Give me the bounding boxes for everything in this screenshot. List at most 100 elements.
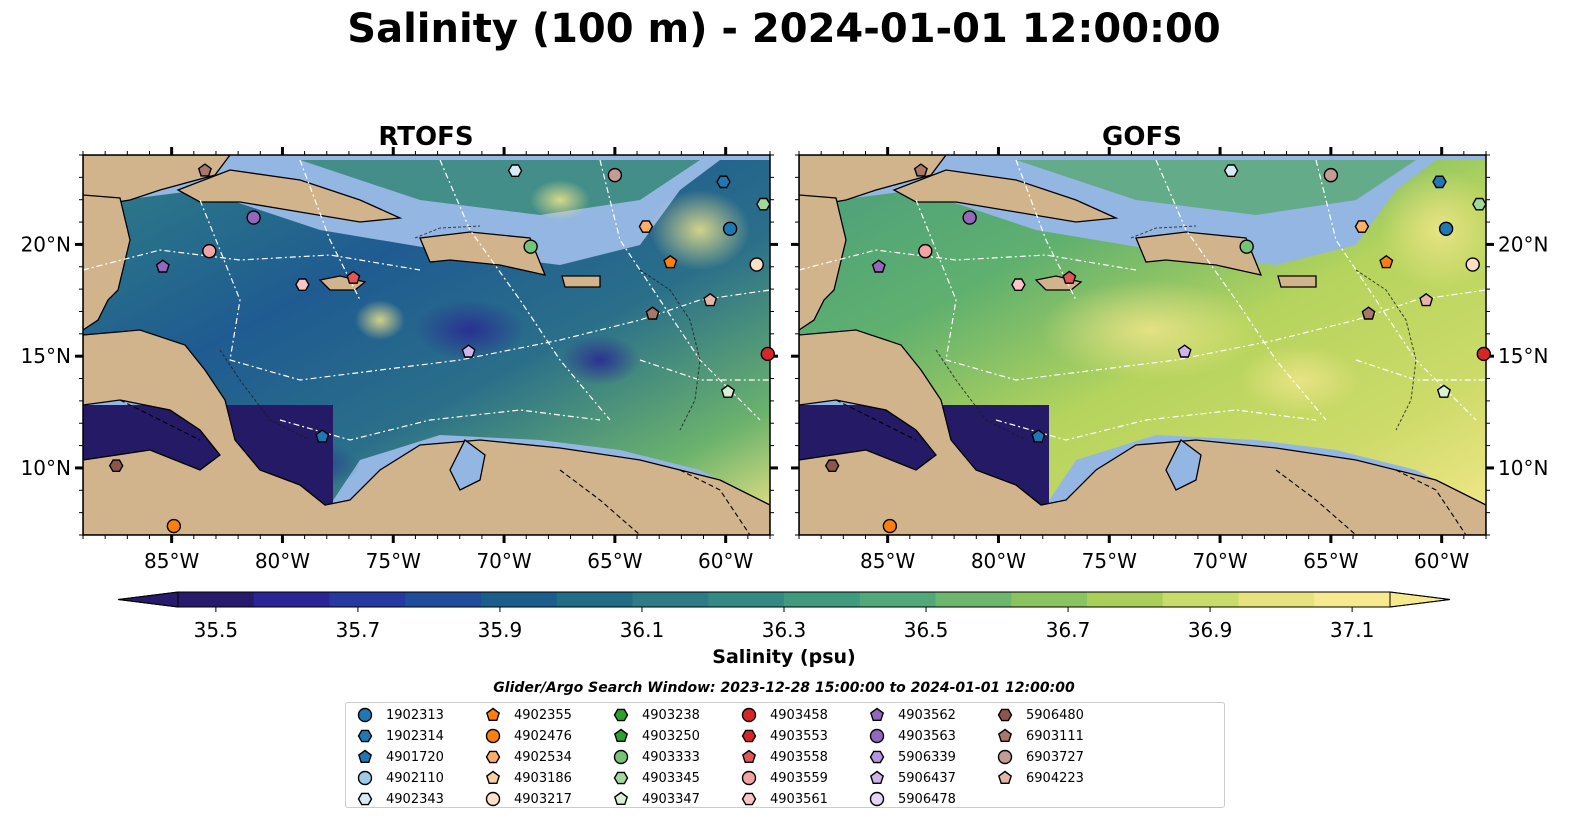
eddy-rtofs-2 xyxy=(415,300,525,360)
float-marker-6903111 xyxy=(197,163,212,177)
legend-marker-5906478 xyxy=(869,791,885,807)
legend-item: 1902313 xyxy=(356,706,444,724)
land-gofs xyxy=(799,155,1486,535)
float-marker-4903347 xyxy=(720,384,735,398)
legend-item: 4903345 xyxy=(612,769,700,787)
legend-marker-icon xyxy=(485,707,501,722)
legend-marker-1902313 xyxy=(357,707,373,723)
legend-marker-5906437 xyxy=(869,770,885,785)
legend-label: 1902314 xyxy=(386,728,444,744)
legend-marker-icon xyxy=(485,750,501,764)
map-gofs xyxy=(799,155,1486,535)
legend-label: 4903345 xyxy=(642,770,700,786)
colorbar-segment xyxy=(935,592,1012,607)
colorbar: 35.5 35.7 35.9 36.1 36.3 36.5 36.7 36.9 37.1 Sal… xyxy=(117,591,1451,668)
legend-marker-icon xyxy=(741,770,757,786)
legend-marker-icon xyxy=(997,749,1013,765)
float-legend: 1902313 1902314 4901720 4902110 4902343 49023… xyxy=(345,702,1225,808)
colorbar-ticks: 35.5 35.7 35.9 36.1 36.3 36.5 36.7 36.9 37.1 xyxy=(194,607,1374,642)
float-marker-6903727 xyxy=(607,167,623,183)
legend-marker-5906339 xyxy=(869,750,885,764)
float-marker-4902355 xyxy=(663,254,678,269)
legend-item: 4902476 xyxy=(484,727,572,745)
legend-label: 5906478 xyxy=(898,791,956,807)
hot-gofs-1 xyxy=(1040,280,1260,380)
legend-marker-icon xyxy=(357,792,373,806)
colorbar-tick-label: 36.7 xyxy=(1046,618,1091,642)
legend-item: 4903553 xyxy=(740,727,828,745)
legend-marker-6904223 xyxy=(997,770,1013,785)
colorbar-tick-label: 36.1 xyxy=(620,618,665,642)
land-rtofs xyxy=(83,155,770,535)
legend-marker-4903217 xyxy=(485,791,501,807)
float-marker-4902343 xyxy=(507,164,523,178)
legend-label: 4901720 xyxy=(386,749,444,765)
float-marker-4903217 xyxy=(1465,257,1480,272)
legend-label: 4903186 xyxy=(514,770,572,786)
float-marker-4902534 xyxy=(1354,220,1370,233)
legend-marker-icon xyxy=(741,729,757,743)
legend-marker-icon xyxy=(741,707,757,723)
legend-item: 4903217 xyxy=(484,790,572,808)
legend-marker-6903727 xyxy=(997,749,1013,765)
float-marker-4903558 xyxy=(1062,270,1077,284)
legend-marker-4903347 xyxy=(613,791,629,806)
legend-label: 4903217 xyxy=(514,791,572,807)
legend-marker-4902343 xyxy=(357,792,373,806)
legend-label: 4902355 xyxy=(514,707,572,723)
legend-item: 4903558 xyxy=(740,748,828,766)
float-marker-5906437 xyxy=(461,344,476,358)
float-marker-4901720 xyxy=(1031,429,1046,443)
legend-label: 4902534 xyxy=(514,749,572,765)
map-rtofs xyxy=(83,155,770,535)
float-marker-4903558 xyxy=(346,270,361,284)
legend-item: 4903238 xyxy=(612,706,700,724)
float-marker-4903559 xyxy=(918,243,933,259)
figure-title: Salinity (100 m) - 2024-01-01 12:00:00 xyxy=(347,6,1220,52)
legend-label: 4903238 xyxy=(642,707,700,723)
float-marker-4903563 xyxy=(246,210,261,225)
legend-marker-4903553 xyxy=(741,729,757,743)
y-tick-label: 10°N xyxy=(21,456,71,480)
float-marker-1902313 xyxy=(1438,221,1454,236)
y-tick-label: 15°N xyxy=(21,344,71,368)
ocean-gofs-north xyxy=(846,160,1416,215)
legend-marker-icon xyxy=(357,707,373,723)
x-tick-label: 65°W xyxy=(1303,549,1358,573)
colorbar-segment xyxy=(1162,592,1239,607)
legend-marker-4903186 xyxy=(485,770,501,785)
legend-marker-icon xyxy=(741,749,757,764)
legend-item: 4903250 xyxy=(612,727,700,745)
legend-item: 5906339 xyxy=(868,748,956,766)
legend-marker-4901720 xyxy=(357,749,373,764)
colorbar-segments xyxy=(117,591,1451,608)
legend-marker-icon xyxy=(357,770,373,786)
legend-item: 4901720 xyxy=(356,748,444,766)
legend-item: 4902110 xyxy=(356,769,444,787)
colorbar-tick-label: 35.5 xyxy=(194,618,239,642)
float-marker-5906480 xyxy=(108,459,124,472)
x-tick-label: 75°W xyxy=(366,549,421,573)
colorbar-segment xyxy=(1238,592,1315,607)
colorbar-tick-label: 36.5 xyxy=(904,618,949,642)
legend-item: 4902343 xyxy=(356,790,444,808)
legend-label: 4903250 xyxy=(642,728,700,744)
legend-marker-icon xyxy=(485,728,501,744)
legend-label: 6904223 xyxy=(1026,770,1084,786)
legend-marker-4903559 xyxy=(741,770,757,786)
hot-rtofs-2 xyxy=(530,180,590,220)
x-tick-label: 80°W xyxy=(971,549,1026,573)
legend-label: 4903558 xyxy=(770,749,828,765)
panel-rtofs: RTOFS xyxy=(21,122,778,573)
float-marker-4903563 xyxy=(962,210,977,225)
eddy-rtofs-3 xyxy=(560,335,640,385)
bathy-contours-gofs xyxy=(935,225,1417,441)
float-marker-4903559 xyxy=(202,243,217,259)
map-frame-rtofs xyxy=(82,154,771,536)
float-marker-4903333 xyxy=(1239,239,1254,254)
legend-marker-icon xyxy=(869,770,885,785)
legend-marker-4903250 xyxy=(613,728,629,743)
legend-marker-icon xyxy=(485,770,501,785)
legend-marker-4903238 xyxy=(613,708,629,722)
